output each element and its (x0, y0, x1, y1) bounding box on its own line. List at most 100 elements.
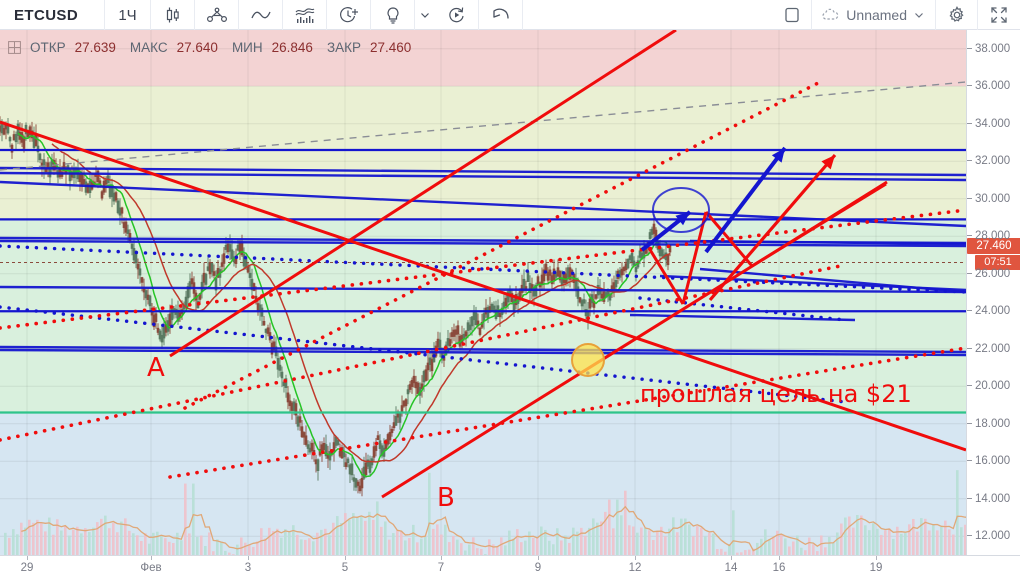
price-tick-label: 36.000 (975, 80, 1011, 93)
fullscreen-icon[interactable] (978, 0, 1020, 30)
chart-drawings-layer[interactable] (0, 30, 966, 555)
candle-body (78, 174, 82, 183)
volume-bar (384, 521, 387, 555)
candle-body (644, 247, 648, 254)
symbol-button[interactable]: ETCUSD (0, 0, 105, 30)
red-dotted-line-2[interactable] (168, 346, 966, 479)
candle-body (368, 461, 372, 473)
volume-bar (72, 529, 75, 555)
volume-bar (624, 490, 627, 555)
time-tick: 16 (754, 556, 804, 582)
blue-dotted-line-1[interactable] (0, 244, 966, 294)
replay-icon[interactable] (435, 0, 479, 30)
red-up-arrow[interactable] (708, 153, 837, 302)
blue-trend-line-0[interactable] (0, 166, 966, 177)
blue-trend-line-10[interactable] (699, 267, 966, 294)
undo-icon[interactable] (479, 0, 523, 30)
blue-dotted-line-2[interactable] (638, 296, 847, 322)
blue-trend-line-9[interactable] (689, 239, 966, 246)
compare-icon[interactable] (283, 0, 327, 30)
downtrend-red[interactable] (0, 120, 966, 452)
volume-bar (748, 549, 751, 555)
layout-name-button[interactable]: Unnamed (812, 0, 936, 30)
candle-body (592, 300, 596, 308)
volume-bar (372, 519, 375, 555)
tick-mark (151, 556, 152, 560)
alert-clock-icon[interactable] (327, 0, 371, 30)
chevron-down-icon[interactable] (415, 0, 435, 30)
volume-bar (124, 518, 127, 555)
volume-bar (388, 539, 391, 555)
layout-select-icon[interactable] (772, 0, 813, 30)
candle-body (436, 338, 440, 348)
candle-body (388, 431, 392, 441)
red-dotted-line-1[interactable] (0, 208, 966, 330)
candle-body (390, 428, 394, 434)
line-tool-icon[interactable] (239, 0, 283, 30)
settings-gear-icon[interactable] (936, 0, 978, 30)
volume-bar (108, 528, 111, 555)
volume-bar (936, 530, 939, 555)
blue-trend-line-5[interactable] (0, 285, 966, 294)
target-note[interactable]: прошлая цель на $21 (640, 380, 912, 408)
volume-bar (784, 538, 787, 555)
volume-bar (112, 522, 115, 555)
price-tick-label: 18.000 (975, 417, 1011, 430)
blue-trend-line-3[interactable] (0, 239, 966, 248)
candle-body (558, 270, 562, 281)
grey-dashed-trend[interactable] (0, 81, 966, 171)
volume-bar (192, 483, 195, 555)
red-dotted-line-0[interactable] (183, 80, 822, 410)
candle-body (488, 306, 492, 313)
volume-bar (864, 525, 867, 555)
time-tick: 19 (851, 556, 901, 582)
zigzag-3[interactable] (704, 211, 754, 267)
candle-body (206, 266, 210, 271)
volume-bar (560, 540, 563, 555)
trend-line-a[interactable] (169, 30, 677, 358)
time-tick-label: 5 (341, 562, 349, 574)
blue-trend-line-8[interactable] (0, 345, 966, 354)
tick-mark (248, 556, 249, 560)
candles-style-icon[interactable] (151, 0, 195, 30)
candle-body (118, 207, 122, 216)
blue-trend-line-2[interactable] (0, 180, 966, 228)
zigzag-2[interactable] (681, 211, 708, 305)
candle-body (256, 303, 260, 313)
ideas-bulb-icon[interactable] (371, 0, 415, 30)
time-scale[interactable]: 29 Фев 3 5 7 9 12 14 16 19 (0, 555, 1020, 582)
blue-trend-line-7[interactable] (0, 348, 966, 357)
interval-button[interactable]: 1Ч (105, 0, 151, 30)
candle-body (86, 183, 90, 193)
candle-body (182, 304, 186, 310)
volume-bar (44, 531, 47, 555)
volume-bar (172, 543, 175, 555)
price-tick-label: 28.000 (975, 230, 1011, 243)
volume-bar (504, 545, 507, 555)
zigzag-1[interactable] (647, 247, 685, 305)
blue-up-arrow-1[interactable] (704, 146, 787, 254)
candle-body (160, 335, 164, 343)
volume-bar (584, 535, 587, 555)
volume-bar (428, 472, 431, 555)
price-scale[interactable]: 27.460 07:51 38.000 36.000 34.000 32.000 30.… (966, 30, 1020, 555)
volume-bar (88, 532, 91, 555)
label-a[interactable]: A (147, 353, 165, 383)
candle-body (202, 272, 206, 283)
volume-bar (620, 515, 623, 555)
blue-dotted-line-0[interactable] (0, 305, 847, 404)
blue-trend-line-11[interactable] (629, 313, 856, 322)
chart-plot-area[interactable] (0, 30, 966, 555)
candle-body (490, 303, 494, 311)
candle-body (600, 293, 604, 299)
volume-bar (860, 515, 863, 555)
volume-bar (648, 530, 651, 555)
highlight-ellipse[interactable] (652, 187, 710, 233)
zigzag-4[interactable] (751, 182, 887, 268)
label-b[interactable]: B (437, 483, 455, 513)
indicators-icon[interactable] (195, 0, 239, 30)
red-dotted-line-3[interactable] (0, 263, 847, 442)
blue-pointer-arrow[interactable] (640, 210, 692, 252)
blue-trend-line-1[interactable] (0, 171, 966, 182)
past-target-marker[interactable] (571, 343, 605, 377)
